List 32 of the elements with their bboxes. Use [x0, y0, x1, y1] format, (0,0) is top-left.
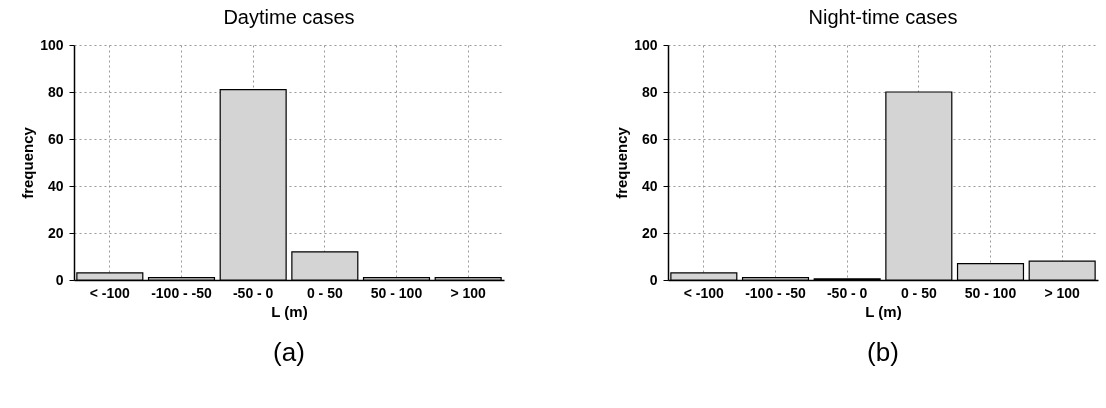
x-tick-label: -100 - -50 — [151, 284, 213, 301]
chart-title: Daytime cases — [223, 6, 355, 28]
y-axis-title: frequency — [613, 126, 631, 199]
x-tick-label: < -100 — [683, 284, 725, 301]
x-tick-label: -100 - -50 — [745, 284, 807, 301]
chart-title: Night-time cases — [808, 6, 958, 28]
y-tick-label: 20 — [47, 224, 64, 241]
y-tick-label: 40 — [641, 177, 658, 194]
x-tick-label: -50 - 0 — [232, 284, 274, 301]
x-tick-label: 50 - 100 — [370, 284, 423, 301]
x-tick-label: < -100 — [89, 284, 131, 301]
y-tick-label: 80 — [641, 83, 658, 100]
y-tick-label: 80 — [47, 83, 64, 100]
y-tick-label: 60 — [47, 130, 64, 147]
x-axis-title: L (m) — [865, 302, 902, 320]
x-tick-label: 0 - 50 — [900, 284, 937, 301]
y-tick-label: 40 — [47, 177, 64, 194]
text: (a) — [273, 337, 305, 367]
x-tick-label: 0 - 50 — [306, 284, 343, 301]
y-axis-title: frequency — [19, 126, 37, 199]
x-tick-label: > 100 — [1044, 284, 1081, 301]
x-tick-label: 50 - 100 — [964, 284, 1017, 301]
y-tick-label: 100 — [634, 36, 658, 53]
y-tick-label: 60 — [641, 130, 658, 147]
text: (b) — [867, 337, 899, 367]
y-tick-label: 0 — [649, 271, 658, 288]
x-tick-label: -50 - 0 — [826, 284, 868, 301]
y-tick-label: 100 — [40, 36, 64, 53]
y-tick-label: 20 — [641, 224, 658, 241]
y-tick-label: 0 — [55, 271, 64, 288]
x-tick-label: > 100 — [450, 284, 487, 301]
x-axis-title: L (m) — [271, 302, 308, 320]
